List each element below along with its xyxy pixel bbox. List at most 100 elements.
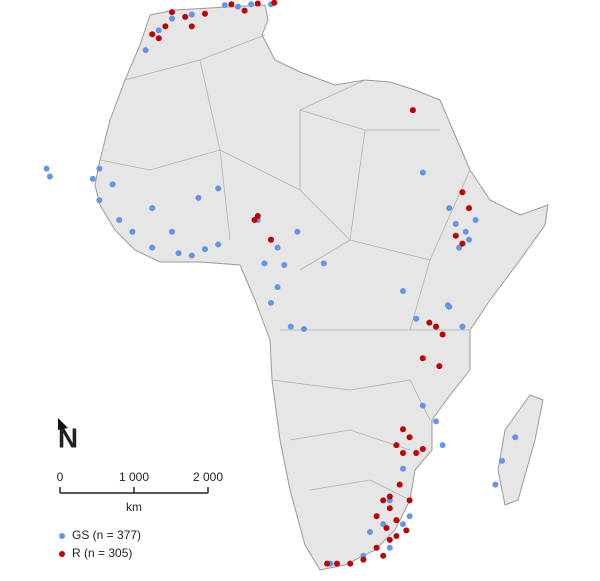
site-point: [406, 434, 413, 441]
scale-label: 2 000: [193, 470, 223, 484]
site-point: [393, 517, 400, 524]
site-point: [459, 240, 466, 247]
site-point: [452, 232, 459, 239]
site-point: [251, 216, 258, 223]
site-point: [195, 194, 202, 201]
site-point: [403, 527, 410, 534]
site-point: [386, 493, 393, 500]
site-point: [96, 197, 103, 204]
site-point: [162, 23, 169, 30]
site-point: [254, 213, 261, 219]
site-point: [43, 165, 50, 172]
site-point: [413, 450, 420, 456]
site-point: [169, 228, 175, 235]
site-point: [221, 2, 228, 9]
scale-unit: km: [126, 500, 142, 514]
site-point: [248, 1, 255, 8]
site-point: [215, 241, 222, 248]
site-point: [459, 323, 466, 330]
site-point: [155, 27, 162, 34]
site-point: [268, 236, 274, 243]
site-point: [419, 446, 426, 453]
site-point: [149, 244, 156, 251]
site-point: [393, 442, 400, 449]
site-point: [142, 47, 149, 54]
site-point: [499, 457, 505, 464]
legend-label: R (n = 305): [72, 546, 132, 560]
site-point: [380, 552, 387, 559]
site-point: [419, 355, 426, 362]
site-point: [419, 169, 426, 176]
africa-outline: [94, 4, 549, 571]
site-point: [228, 1, 235, 8]
site-point: [400, 450, 406, 456]
site-point: [169, 15, 175, 22]
country-borders: [99, 34, 471, 501]
site-point: [149, 31, 156, 38]
site-point: [400, 426, 406, 433]
site-point: [462, 228, 469, 235]
site-point: [400, 288, 406, 295]
site-point: [287, 323, 294, 330]
site-point: [215, 185, 222, 192]
site-point: [294, 228, 301, 235]
site-point: [406, 497, 413, 504]
site-point: [116, 216, 123, 223]
scale-label: 1 000: [119, 470, 149, 484]
site-point: [202, 246, 208, 253]
site-point: [367, 529, 373, 535]
site-point: [456, 244, 463, 251]
site-point: [452, 220, 459, 227]
north-arrow: N: [58, 422, 78, 453]
site-point: [241, 7, 248, 14]
site-point: [444, 302, 451, 309]
site-point: [380, 497, 387, 504]
site-point: [334, 560, 340, 567]
legend: GS (n = 377) R (n = 305): [59, 528, 141, 560]
site-point: [433, 323, 439, 330]
site-point: [426, 319, 433, 326]
north-arrow-head: [58, 418, 68, 430]
site-point: [386, 544, 393, 551]
site-point: [409, 107, 416, 114]
legend-marker: [59, 551, 65, 557]
site-point: [380, 521, 387, 528]
site-point: [419, 402, 426, 409]
site-point: [254, 0, 261, 7]
site-point: [492, 481, 499, 488]
site-point: [347, 560, 354, 567]
site-point: [324, 560, 331, 567]
site-point: [202, 10, 208, 17]
site-point: [188, 23, 195, 30]
site-point: [446, 205, 453, 212]
site-point: [175, 250, 182, 257]
site-point: [400, 465, 406, 472]
site-point: [406, 513, 413, 520]
site-point: [235, 3, 241, 10]
site-point: [383, 525, 390, 532]
site-point: [413, 315, 420, 322]
site-point: [281, 261, 288, 268]
site-point: [472, 216, 479, 223]
scale-label: 0: [57, 470, 64, 484]
site-point: [149, 205, 156, 212]
site-point: [512, 434, 519, 441]
site-point: [439, 331, 446, 338]
site-point: [89, 175, 96, 182]
site-point: [439, 442, 446, 449]
site-point: [459, 189, 466, 196]
site-point: [396, 481, 403, 488]
site-point: [373, 513, 380, 520]
site-point: [433, 418, 439, 425]
site-point: [320, 260, 327, 267]
site-point: [188, 252, 195, 259]
site-point: [436, 363, 443, 370]
legend-marker: [59, 533, 65, 539]
site-point: [386, 536, 393, 543]
site-point: [386, 505, 393, 512]
madagascar: [497, 394, 544, 506]
site-point: [466, 205, 472, 212]
site-point: [46, 173, 53, 180]
site-point: [373, 544, 380, 551]
